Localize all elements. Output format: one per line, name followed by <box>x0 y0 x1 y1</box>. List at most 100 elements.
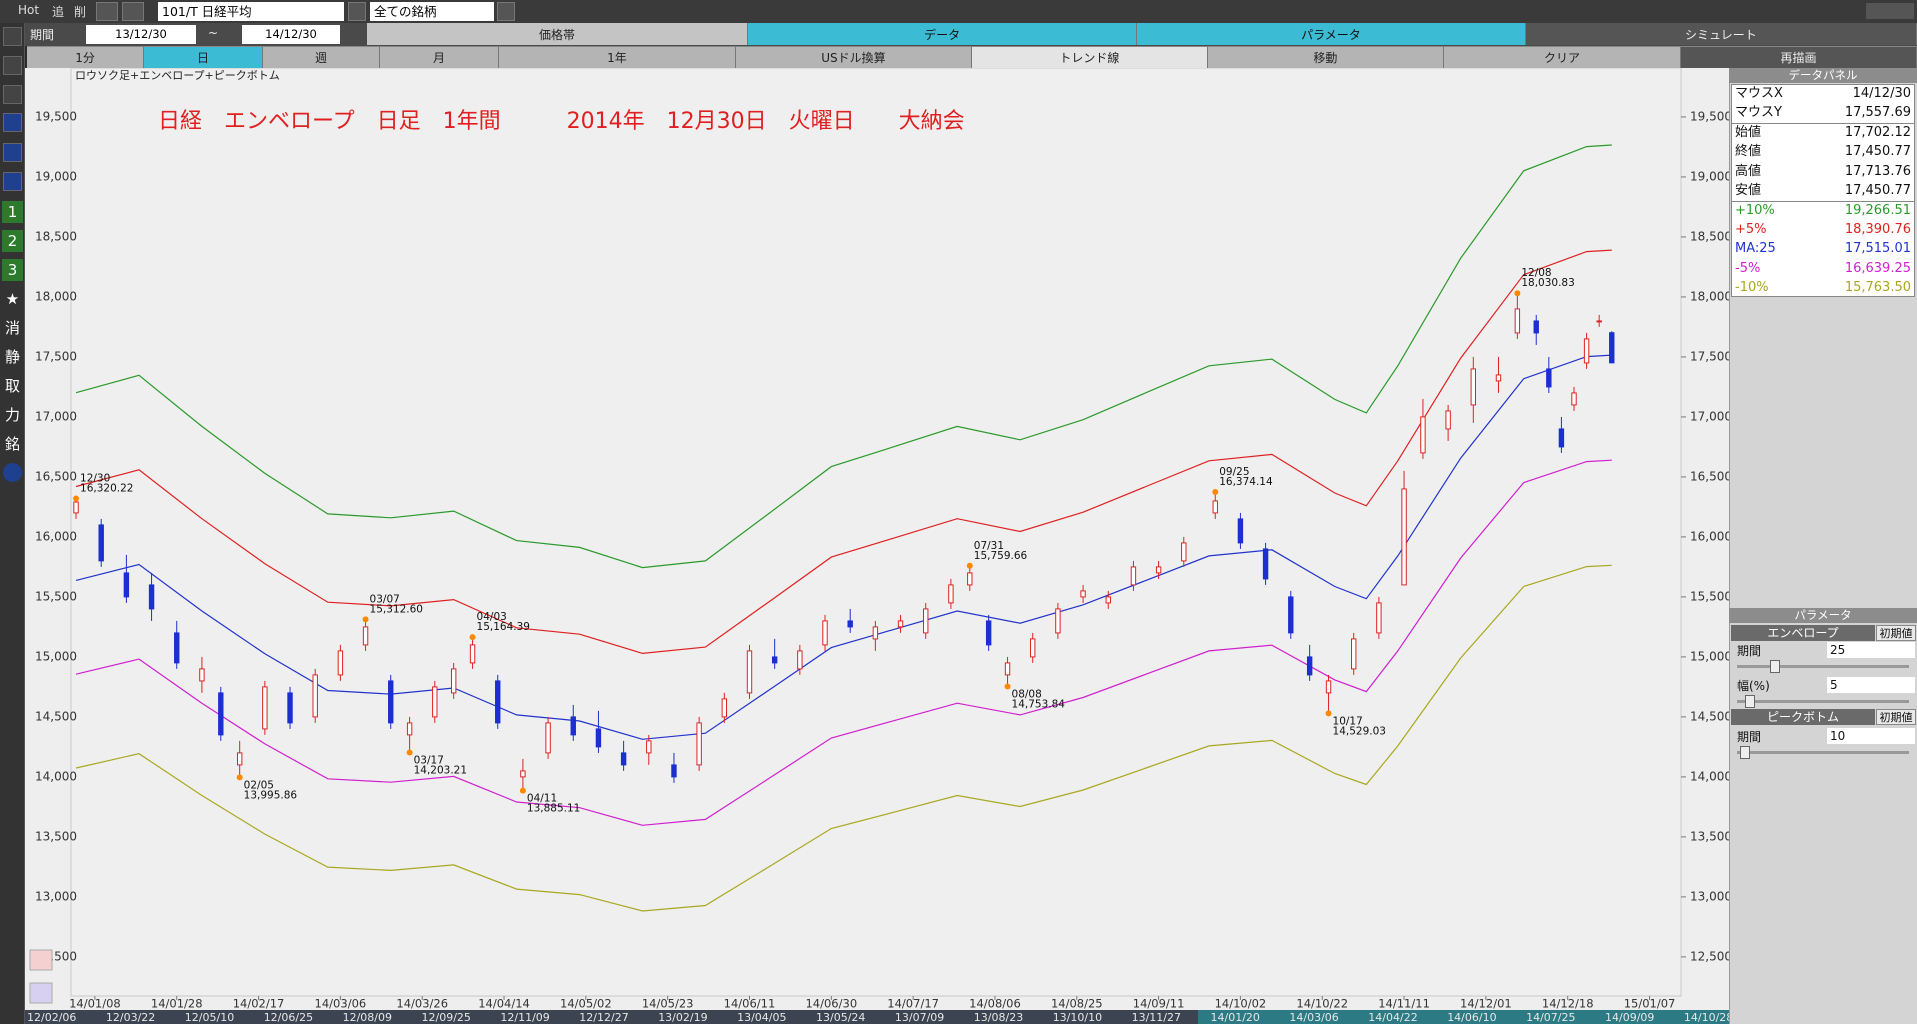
side-icon[interactable] <box>3 142 22 162</box>
period-from[interactable]: 13/12/30 <box>86 25 196 44</box>
toolbar-button[interactable]: クリア <box>1443 46 1682 68</box>
period-to[interactable]: 14/12/30 <box>242 25 340 44</box>
candle-body <box>746 650 753 694</box>
param-slider[interactable] <box>1737 700 1909 703</box>
next-button[interactable] <box>122 2 144 21</box>
peak-value: 15,164.39 <box>477 621 530 633</box>
window-buttons[interactable] <box>1866 3 1914 19</box>
candle-body <box>696 722 702 766</box>
toolbar-button[interactable]: トレンド線 <box>971 46 1208 68</box>
candle-body <box>1351 638 1357 670</box>
hot-button[interactable]: Hot <box>18 3 40 17</box>
scroll-date: 14/09/09 <box>1605 1011 1654 1024</box>
side-tool[interactable]: 力 <box>2 404 23 427</box>
symbol-box[interactable]: 101/T 日経平均 <box>158 2 344 21</box>
x-tick-label: 14/06/30 <box>805 997 857 1011</box>
side-tool[interactable]: 2 <box>2 229 23 252</box>
candle-body <box>1514 308 1521 334</box>
scroll-date: 14/03/06 <box>1289 1011 1338 1024</box>
param-slider-thumb[interactable] <box>1745 695 1755 708</box>
peak-date: 08/08 <box>1012 688 1042 700</box>
envelope-line <box>75 459 1612 826</box>
envelope-row-value: 15,763.50 <box>1844 279 1911 295</box>
tab[interactable]: データ <box>748 23 1137 45</box>
universe-dropdown[interactable] <box>497 2 515 21</box>
scroll-date: 14/07/25 <box>1526 1011 1575 1024</box>
scroll-window <box>1198 1010 1729 1024</box>
delete-button[interactable]: 削 <box>74 5 87 19</box>
x-tick-label: 14/08/06 <box>969 997 1021 1011</box>
peak-value: 14,753.84 <box>1012 698 1066 710</box>
toolbar-button[interactable]: 移動 <box>1207 46 1444 68</box>
toolbar-button[interactable]: 1分 <box>26 46 145 68</box>
param-reset[interactable]: 初期値 <box>1876 709 1916 725</box>
param-slider[interactable] <box>1737 751 1909 754</box>
candle-body <box>1445 410 1451 430</box>
param-reset[interactable]: 初期値 <box>1876 625 1916 641</box>
peak-date: 09/25 <box>1219 466 1249 478</box>
side-icon[interactable] <box>3 172 22 192</box>
y-tick-label-left: 19,000 <box>35 169 77 183</box>
envelope-row-value: 18,390.76 <box>1844 222 1911 238</box>
side-tool[interactable]: 取 <box>2 375 23 398</box>
x-tick-label: 14/05/02 <box>560 997 612 1011</box>
param-value[interactable]: 5 <box>1827 677 1915 693</box>
side-tool[interactable]: 静 <box>2 345 23 368</box>
candle-body <box>1401 488 1407 586</box>
candle-body <box>495 680 501 724</box>
tab[interactable]: 価格帯 <box>366 23 749 45</box>
side-tool[interactable]: ★ <box>2 287 23 310</box>
side-tool[interactable]: 銘 <box>2 433 23 456</box>
y-tick-label-left: 13,000 <box>35 889 77 903</box>
candle-body <box>406 722 413 736</box>
tab[interactable]: シミュレート <box>1525 23 1917 45</box>
candle-body <box>985 620 992 646</box>
peak-value: 14,529.03 <box>1333 725 1386 737</box>
envelope-line <box>75 354 1612 740</box>
data-row-label: 始値 <box>1735 125 1762 140</box>
param-slider[interactable] <box>1737 665 1909 668</box>
param-slider-thumb[interactable] <box>1770 660 1780 673</box>
candle-body <box>262 686 268 730</box>
prev-button[interactable] <box>96 2 118 21</box>
y-tick-label: 16,500 <box>1690 469 1729 483</box>
side-icon[interactable] <box>3 26 22 46</box>
toolbar-button[interactable]: 週 <box>262 46 381 68</box>
candle-body <box>199 668 205 682</box>
tab[interactable]: パラメータ <box>1137 23 1526 45</box>
universe-box[interactable]: 全ての銘柄 <box>370 2 494 21</box>
y-tick-label: 12,500 <box>1690 949 1729 963</box>
peak-marker <box>406 749 413 756</box>
y-tick-label: 14,000 <box>1690 769 1729 783</box>
settings-icon[interactable] <box>3 463 22 483</box>
side-icon[interactable] <box>3 56 22 76</box>
toolbar-button[interactable]: USドル換算 <box>736 46 972 68</box>
param-value[interactable]: 25 <box>1827 642 1915 658</box>
scroll-date: 14/01/20 <box>1211 1011 1260 1024</box>
envelope-row-label: +5% <box>1735 222 1767 238</box>
side-tool[interactable]: 1 <box>2 200 23 223</box>
add-button[interactable]: 追 <box>52 5 65 19</box>
candle-body <box>847 620 853 628</box>
param-header: パラメータ <box>1729 608 1917 623</box>
data-row-value: 17,557.69 <box>1844 105 1911 120</box>
scroll-date: 13/11/27 <box>1132 1011 1181 1024</box>
side-tool[interactable]: 3 <box>2 258 23 281</box>
symbol-dropdown[interactable] <box>348 2 366 21</box>
side-tool[interactable]: 消 <box>2 316 23 339</box>
toolbar-button[interactable]: 再描画 <box>1681 46 1917 68</box>
param-value[interactable]: 10 <box>1827 728 1915 744</box>
peak-marker <box>1514 290 1521 297</box>
peak-date: 04/03 <box>477 611 507 623</box>
param-slider-thumb[interactable] <box>1740 746 1750 759</box>
candle-body <box>872 626 879 640</box>
side-icon[interactable] <box>3 85 22 105</box>
plot-area <box>70 67 1682 997</box>
toolbar-button[interactable]: 1年 <box>498 46 736 68</box>
y-tick-label-left: 13,500 <box>35 829 77 843</box>
param-label: 期間 <box>1737 644 1762 658</box>
side-icon[interactable] <box>3 113 22 133</box>
toolbar-button[interactable]: 月 <box>380 46 499 68</box>
toolbar-button[interactable]: 日 <box>144 46 263 68</box>
data-row-value: 17,713.76 <box>1844 164 1911 179</box>
